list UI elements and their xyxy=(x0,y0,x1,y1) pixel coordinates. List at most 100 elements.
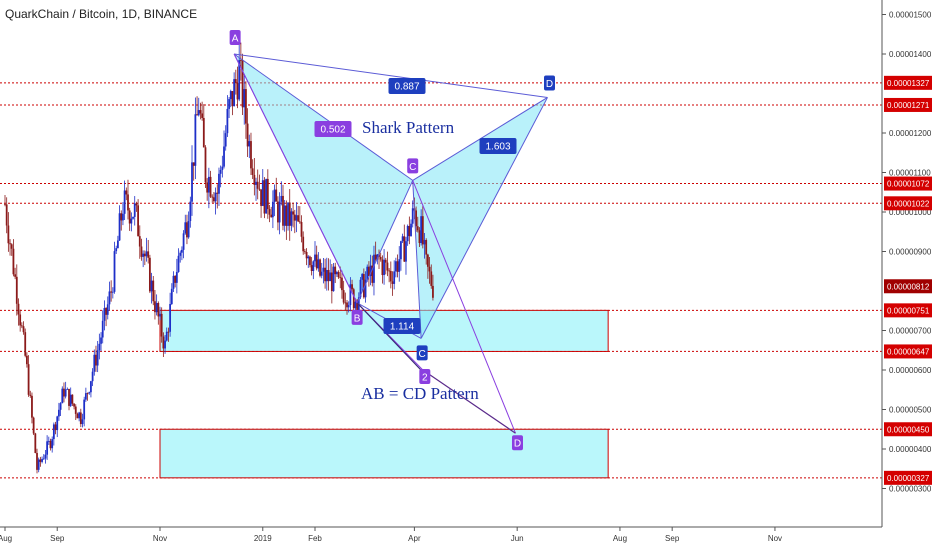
candle xyxy=(4,195,6,207)
candle-body xyxy=(189,201,192,222)
candle xyxy=(261,169,264,207)
candle xyxy=(229,89,232,108)
candle xyxy=(236,66,239,109)
point-label-text: 2 xyxy=(422,373,428,384)
candle xyxy=(187,211,190,239)
candle xyxy=(297,205,300,223)
candle xyxy=(106,296,109,320)
candle-body xyxy=(179,252,182,256)
candle-body xyxy=(54,424,57,431)
candle xyxy=(280,181,283,206)
candle xyxy=(172,271,175,292)
candle xyxy=(319,258,321,278)
abcd-leg xyxy=(412,180,516,434)
candle xyxy=(170,283,173,306)
candle xyxy=(421,204,424,249)
candle xyxy=(374,241,377,263)
candle-body xyxy=(49,440,52,449)
time-axis[interactable]: Aug Sep Nov 2019 Feb Apr Jun Aug Sep Nov xyxy=(0,526,882,543)
candle xyxy=(24,328,27,358)
candle xyxy=(337,270,340,279)
candle xyxy=(14,267,17,280)
candle xyxy=(271,190,274,229)
price-badge-text: 0.00000450 xyxy=(887,425,930,434)
candle-body xyxy=(165,331,168,341)
candle xyxy=(339,266,342,289)
candle-body xyxy=(234,79,237,84)
candle-body xyxy=(283,205,286,226)
candle-body xyxy=(261,180,264,206)
candle xyxy=(164,334,166,354)
candle-body xyxy=(309,256,311,266)
candle-body xyxy=(29,394,32,396)
candle xyxy=(346,300,348,315)
level-badge: 0.00000751 xyxy=(884,303,932,318)
candle xyxy=(207,167,210,209)
candle-body xyxy=(81,419,84,425)
candle-body xyxy=(46,441,49,455)
candle xyxy=(84,387,87,402)
price-axis[interactable]: 0.00001500 0.00001400 0.00001200 0.00001100… xyxy=(881,0,932,527)
point-label-text: C xyxy=(409,162,416,173)
candle xyxy=(384,257,387,275)
candle-body xyxy=(172,275,175,289)
candle-body xyxy=(127,194,129,211)
candle xyxy=(145,237,148,262)
candle xyxy=(234,69,237,95)
candle-body xyxy=(138,236,141,247)
candle-body xyxy=(265,178,268,214)
candle-body xyxy=(271,201,274,218)
candle-body xyxy=(218,173,220,194)
time-tick-label: Aug xyxy=(0,534,12,543)
candle xyxy=(393,260,396,290)
candle xyxy=(192,162,195,181)
candle-body xyxy=(86,393,89,394)
candle-body xyxy=(241,60,244,108)
candle xyxy=(364,271,367,303)
candle-body xyxy=(403,236,406,262)
candle xyxy=(398,246,401,282)
candle-body xyxy=(406,225,409,242)
ratio-1114: 1.114 xyxy=(383,318,421,334)
candle xyxy=(10,243,13,256)
candle xyxy=(90,380,92,398)
candle-body xyxy=(364,279,367,298)
candle-body xyxy=(233,79,236,107)
candle-body xyxy=(327,269,330,282)
candle xyxy=(366,264,369,283)
candle-body xyxy=(142,253,145,257)
candle-body xyxy=(90,381,92,393)
candle xyxy=(138,225,141,259)
candle xyxy=(243,74,246,125)
candle-body xyxy=(362,274,365,298)
candle xyxy=(221,155,224,178)
candle-body xyxy=(320,271,323,276)
candle xyxy=(315,245,318,271)
candle xyxy=(218,167,220,206)
candle-body xyxy=(260,189,262,206)
candle-body xyxy=(152,280,155,302)
candle-body xyxy=(194,114,197,166)
candle xyxy=(98,333,101,360)
time-tick-label: Sep xyxy=(50,534,65,543)
candle-body xyxy=(192,162,195,166)
candle xyxy=(312,260,315,280)
candle-body xyxy=(44,454,47,459)
candle xyxy=(5,197,8,234)
candle-body xyxy=(71,394,74,404)
candle-body xyxy=(298,221,301,223)
price-badge-box xyxy=(884,422,932,437)
candle xyxy=(120,210,123,231)
candle-body xyxy=(186,222,188,238)
candle xyxy=(111,287,114,299)
candle xyxy=(58,402,60,421)
pattern-labels: A B C D C 2 D 0.887 0.502 1.603 1.114 xyxy=(229,30,555,451)
candle-body xyxy=(207,176,210,193)
candle xyxy=(175,258,178,294)
candle xyxy=(341,270,343,299)
candle xyxy=(93,349,96,376)
candle-body xyxy=(17,303,20,315)
candle-body xyxy=(93,354,96,372)
candle-body xyxy=(383,259,385,276)
